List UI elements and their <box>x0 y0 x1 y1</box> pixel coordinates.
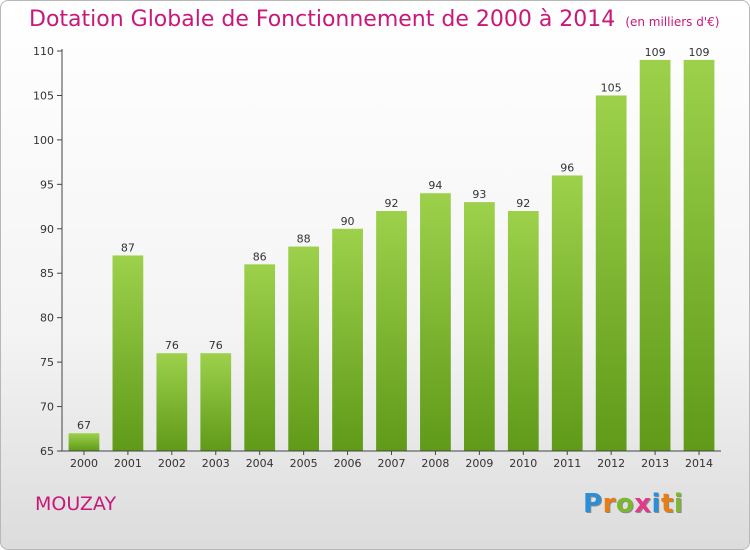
bar <box>156 353 188 451</box>
bar <box>288 246 320 451</box>
y-tick-label: 110 <box>33 45 54 58</box>
bar-value-label: 96 <box>560 161 574 174</box>
bar <box>112 255 144 451</box>
logo-letter: i <box>651 489 661 519</box>
y-tick-label: 90 <box>40 223 54 236</box>
bar-value-label: 109 <box>645 46 666 59</box>
proxiti-logo: Proxiti <box>583 489 683 519</box>
bar <box>551 175 583 451</box>
bar-value-label: 86 <box>253 250 267 263</box>
bar <box>420 193 451 451</box>
bar-value-label: 94 <box>428 179 442 192</box>
bar-value-label: 93 <box>472 188 486 201</box>
x-tick-label: 2011 <box>553 457 581 470</box>
logo-letter: o <box>615 489 635 519</box>
bar <box>244 264 276 451</box>
y-tick-label: 95 <box>40 178 54 191</box>
x-tick-label: 2009 <box>465 457 493 470</box>
y-tick-label: 80 <box>40 312 54 325</box>
y-tick-label: 85 <box>40 267 54 280</box>
y-tick-label: 100 <box>33 134 54 147</box>
bar <box>463 202 495 451</box>
x-tick-label: 2007 <box>378 457 406 470</box>
bar-value-label: 109 <box>689 46 710 59</box>
x-tick-label: 2012 <box>597 457 625 470</box>
bar <box>639 59 671 452</box>
chart-title-text: Dotation Globale de Fonctionnement de 20… <box>29 7 616 32</box>
bar-value-label: 76 <box>165 339 179 352</box>
logo-letter: P <box>583 489 603 519</box>
y-tick-label: 75 <box>40 356 54 369</box>
bar-value-label: 92 <box>385 197 399 210</box>
x-tick-label: 2014 <box>685 457 713 470</box>
bar <box>595 95 627 451</box>
bar-value-label: 90 <box>341 215 355 228</box>
x-tick-label: 2000 <box>70 457 98 470</box>
x-tick-label: 2008 <box>421 457 449 470</box>
bar <box>376 211 407 451</box>
logo-letter: i <box>673 489 684 519</box>
x-tick-label: 2010 <box>509 457 537 470</box>
x-tick-label: 2004 <box>246 457 274 470</box>
x-tick-label: 2003 <box>202 457 230 470</box>
logo-letter: t <box>660 489 674 519</box>
x-tick-label: 2013 <box>641 457 669 470</box>
y-tick-label: 70 <box>40 401 54 414</box>
bar <box>68 433 100 451</box>
x-tick-label: 2006 <box>334 457 362 470</box>
logo-letter: x <box>634 489 652 519</box>
bar-value-label: 105 <box>601 81 622 94</box>
x-tick-label: 2005 <box>290 457 318 470</box>
bar <box>683 59 715 452</box>
bar-value-label: 76 <box>209 339 223 352</box>
bar-value-label: 92 <box>516 197 530 210</box>
bar-value-label: 67 <box>77 419 91 432</box>
x-tick-label: 2001 <box>114 457 142 470</box>
x-tick-label: 2002 <box>158 457 186 470</box>
y-tick-label: 105 <box>33 89 54 102</box>
chart-subtitle: (en milliers d'€) <box>625 15 720 29</box>
bar <box>507 211 539 451</box>
y-tick-label: 65 <box>40 445 54 458</box>
bar <box>332 228 363 451</box>
logo-letter: r <box>602 489 616 519</box>
commune-name: MOUZAY <box>35 493 117 515</box>
bar <box>200 353 232 451</box>
chart-title: Dotation Globale de Fonctionnement de 20… <box>29 7 719 32</box>
bar-value-label: 87 <box>121 241 135 254</box>
bar-value-label: 88 <box>297 233 311 246</box>
